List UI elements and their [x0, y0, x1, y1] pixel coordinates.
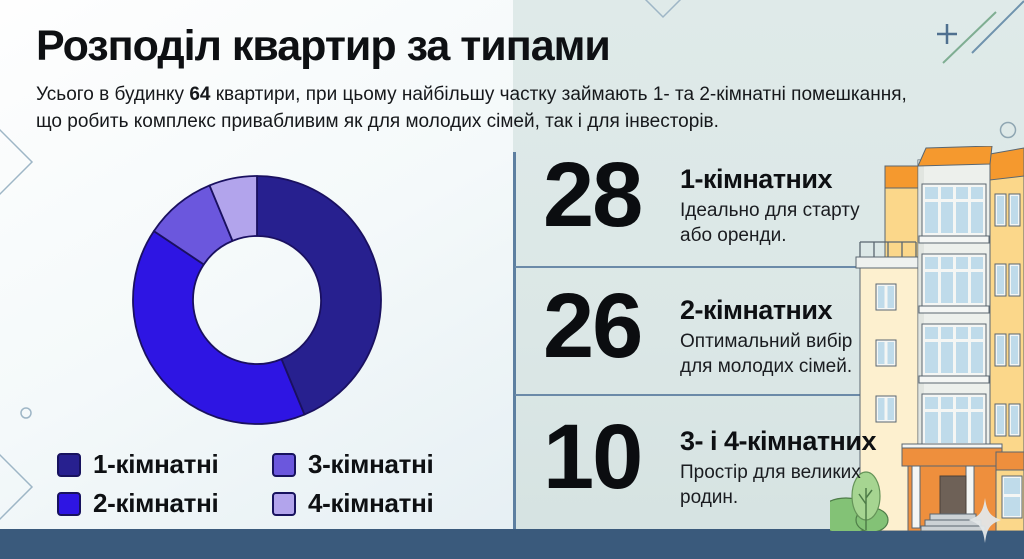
building-left-roof-slab: [855, 256, 919, 269]
stat-title: 2-кімнатних: [680, 295, 832, 325]
stat-row-1-room: 28 1-кімнатних Ідеально для старту або о…: [543, 144, 880, 248]
page-subtitle: Усього в будинку 64 квартири, при цьому …: [36, 82, 907, 135]
stat-row-2-room: 26 2-кімнатних Оптимальний вибір для мол…: [543, 275, 880, 379]
stat-title: 1-кімнатних: [680, 164, 832, 194]
stat-value: 28: [543, 144, 643, 246]
building-left-windows: [875, 283, 897, 423]
stat-description: Оптимальний вибір для молодих сімей.: [680, 331, 853, 377]
building-balcony-band-2: [918, 253, 990, 314]
stat-title: 3- і 4-кімнатних: [680, 426, 876, 456]
donut-segment-1-кімнатні: [256, 175, 382, 416]
building-balcony-band-3: [918, 323, 990, 384]
building-balcony-band-1: [918, 183, 990, 244]
legend-item-3-room: 3-кімнатні: [272, 449, 487, 480]
legend-item-1-room: 1-кімнатні: [57, 449, 272, 480]
building-roof-railing: [859, 241, 917, 257]
stat-text: 2-кімнатних Оптимальний вибір для молоди…: [680, 283, 880, 379]
page-title: Розподіл квартир за типами: [36, 22, 611, 70]
stat-text: 1-кімнатних Ідеально для старту або орен…: [680, 152, 880, 248]
legend-swatch-1-room: [57, 452, 81, 477]
building-roof-cap: [917, 146, 993, 167]
legend-swatch-2-room: [57, 491, 81, 516]
legend-item-2-room: 2-кімнатні: [57, 488, 272, 519]
stat-divider-1: [515, 266, 871, 268]
subtitle-line-1: Усього в будинку 64 квартири, при цьому …: [36, 84, 907, 105]
stat-description: Простір для великих родин.: [680, 462, 861, 508]
legend-label: 3-кімнатні: [308, 449, 434, 479]
legend-label: 1-кімнатні: [93, 449, 219, 479]
tree: [851, 471, 881, 530]
subtitle-text: Усього в будинку: [36, 84, 190, 105]
building-entrance: [901, 443, 1024, 531]
subtitle-total-count: 64: [189, 84, 211, 105]
donut-segment-2-кімнатні: [132, 230, 306, 425]
building-right-windows: [994, 193, 1021, 437]
donut-segment-4-кімнатні: [208, 175, 258, 242]
stat-divider-2: [515, 394, 871, 396]
building-ground-window: [1001, 475, 1023, 519]
stat-description: Ідеально для старту або оренди.: [680, 200, 860, 246]
donut-chart: [132, 175, 382, 425]
diamond-outline-left-lower-icon: [0, 453, 34, 521]
building-roof-left: [884, 165, 919, 189]
building-column-shadow: [918, 160, 924, 531]
subtitle-line-2: що робить комплекс привабливим як для мо…: [36, 110, 719, 132]
legend-swatch-3-room: [272, 452, 296, 477]
legend-swatch-4-room: [272, 491, 296, 516]
stat-text: 3- і 4-кімнатних Простір для великих род…: [680, 414, 880, 510]
legend-item-4-room: 4-кімнатні: [272, 488, 487, 519]
building-roof-right: [989, 147, 1024, 181]
subtitle-text: квартири, при цьому найбільшу частку зай…: [210, 84, 907, 105]
diamond-outline-left-upper-icon: [0, 128, 34, 196]
apartment-building-illustration: [830, 146, 1024, 531]
stat-row-3-4-room: 10 3- і 4-кімнатних Простір для великих …: [543, 406, 880, 510]
vertical-accent-line: [513, 152, 516, 529]
legend-label: 2-кімнатні: [93, 488, 219, 518]
chart-legend: 1-кімнатні 2-кімнатні 3-кімнатні 4-кімна…: [57, 449, 487, 519]
stat-value: 26: [543, 275, 643, 377]
stat-value: 10: [543, 406, 643, 508]
circle-outline-left-icon: [20, 407, 32, 419]
footer-band: [0, 529, 1024, 559]
legend-label: 4-кімнатні: [308, 488, 434, 518]
